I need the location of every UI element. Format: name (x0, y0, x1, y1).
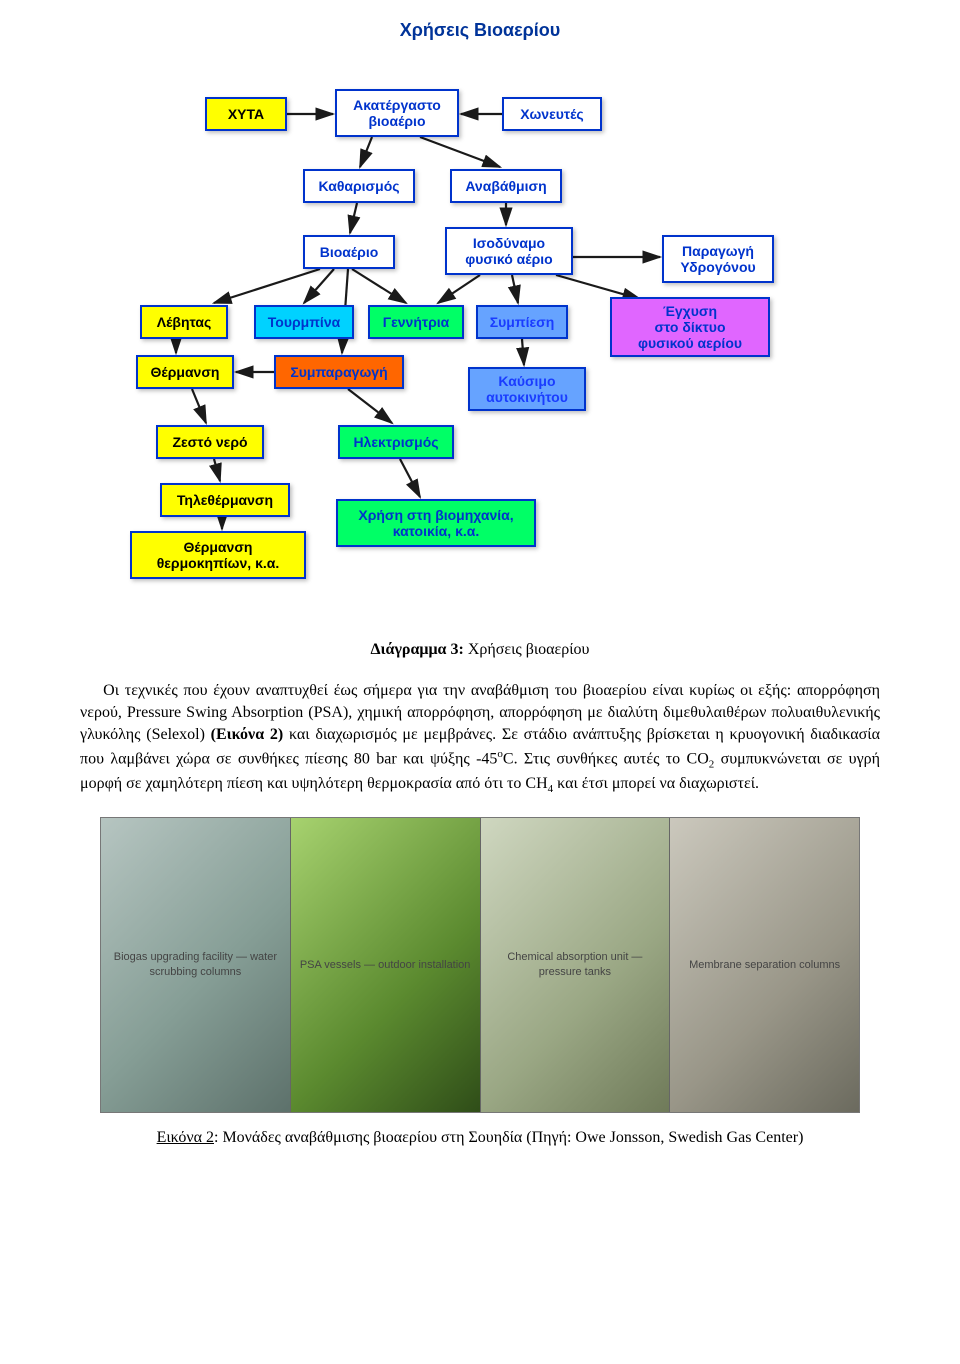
photo-panel-3: Chemical absorption unit — pressure tank… (481, 818, 671, 1112)
arrow-natgas-eq-to-generator (438, 275, 480, 303)
flowchart-node-electricity: Ηλεκτρισμός (338, 425, 454, 459)
photo-panel-4: Membrane separation columns (670, 818, 859, 1112)
flowchart-node-digesters: Χωνευτές (502, 97, 602, 131)
flowchart-node-biogas: Βιοαέριο (303, 235, 395, 269)
flowchart-node-boiler: Λέβητας (140, 305, 228, 339)
diagram-caption-text: Χρήσεις βιοαερίου (464, 641, 590, 658)
photo-panel-1: Biogas upgrading facility — water scrubb… (101, 818, 291, 1112)
para-mid2: C. Στις συνθήκες αυτές το CO (503, 750, 709, 767)
flowchart-node-hydrogen: ΠαραγωγήΥδρογόνου (662, 235, 774, 283)
arrow-biogas-to-turbine (304, 269, 334, 303)
body-paragraph: Οι τεχνικές που έχουν αναπτυχθεί έως σήμ… (80, 680, 880, 798)
flowchart-node-generator: Γεννήτρια (368, 305, 464, 339)
flowchart-node-hotwater: Ζεστό νερό (156, 425, 264, 459)
flowchart-node-injection: Έγχυσηστο δίκτυοφυσικού αερίου (610, 297, 770, 357)
diagram-caption-label: Διάγραμμα 3: (371, 641, 464, 658)
arrow-hotwater-to-districtheat (214, 459, 220, 481)
arrow-biogas-to-boiler (214, 269, 320, 303)
flowchart-node-xyta: ΧΥΤΑ (205, 97, 287, 131)
arrow-cleaning-to-biogas (350, 203, 357, 233)
flowchart-node-fuel: Καύσιμοαυτοκινήτου (468, 367, 586, 411)
arrow-electricity-to-industry (400, 459, 420, 497)
flowchart-node-compression: Συμπίεση (476, 305, 568, 339)
figure2-photo-strip: Biogas upgrading facility — water scrubb… (100, 817, 860, 1113)
arrow-biogas-to-generator (352, 269, 406, 303)
arrow-chp-to-electricity (348, 389, 392, 423)
diagram-title: Χρήσεις Βιοαερίου (0, 0, 960, 49)
diagram-caption: Διάγραμμα 3: Χρήσεις βιοαερίου (80, 639, 880, 661)
flowchart-node-upgrade: Αναβάθμιση (450, 169, 562, 203)
arrow-raw-biogas-to-cleaning (360, 137, 372, 167)
flowchart-node-natgas-eq: Ισοδύναμοφυσικό αέριο (445, 227, 573, 275)
figure2-label: Εικόνα 2 (157, 1129, 214, 1146)
photo-panel-2: PSA vessels — outdoor installation (291, 818, 481, 1112)
arrow-compression-to-fuel (522, 339, 524, 365)
flowchart-node-chp: Συμπαραγωγή (274, 355, 404, 389)
para-post: και έτσι μπορεί να διαχωριστεί. (553, 775, 759, 792)
figure2-caption: Εικόνα 2: Μονάδες αναβάθμισης βιοαερίου … (120, 1127, 840, 1149)
arrow-raw-biogas-to-upgrade (420, 137, 500, 167)
flowchart-node-raw-biogas: Ακατέργαστοβιοαέριο (335, 89, 459, 137)
flowchart-node-cleaning: Καθαρισμός (303, 169, 415, 203)
arrow-heating-to-hotwater (192, 389, 206, 423)
figure2-caption-text: : Μονάδες αναβάθμισης βιοαερίου στη Σουη… (214, 1129, 803, 1146)
flowchart-node-greenhouse: Θέρμανσηθερμοκηπίων, κ.α. (130, 531, 306, 579)
figure2-ref: (Εικόνα 2) (211, 726, 284, 743)
flowchart-node-heating: Θέρμανση (136, 355, 234, 389)
flowchart-node-districtheat: Τηλεθέρμανση (160, 483, 290, 517)
flowchart-node-turbine: Τουρμπίνα (254, 305, 354, 339)
arrow-natgas-eq-to-injection (556, 275, 640, 299)
flowchart-node-industry: Χρήση στη βιομηχανία,κατοικία, κ.α. (336, 499, 536, 547)
arrow-natgas-eq-to-compression (512, 275, 518, 303)
biogas-flowchart: ΧΥΤΑ Ακατέργαστοβιοαέριο Χωνευτές Καθαρισμό… (0, 49, 960, 629)
